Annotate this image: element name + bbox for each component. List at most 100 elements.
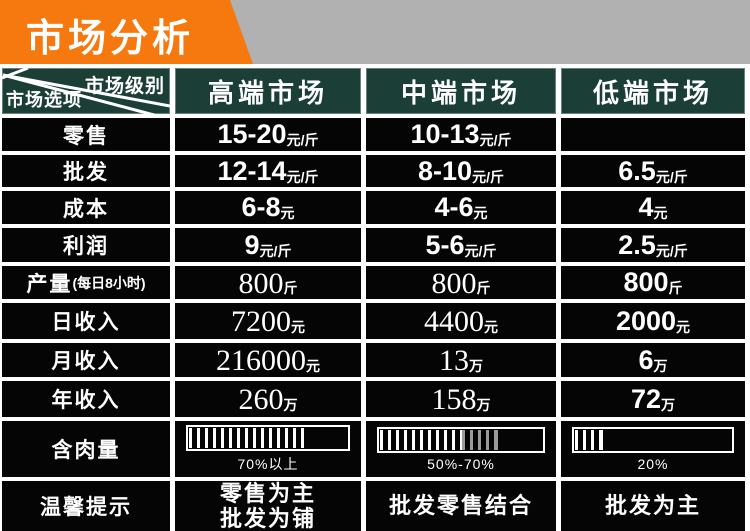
corner-label-top: 市场级别 xyxy=(84,76,165,97)
meat-bar-midend: 50%-70% xyxy=(366,421,556,477)
row-label-cost: 成本 xyxy=(2,191,170,224)
cell-value: 4400 xyxy=(424,305,484,338)
cell-value: 800 xyxy=(238,266,284,300)
meat-bar-lowend: 20% xyxy=(561,421,745,477)
cell-unit: 万 xyxy=(469,357,483,374)
cell-value: 6.5 xyxy=(618,155,656,186)
cell-monthly-income-midend: 13 万 xyxy=(366,343,556,377)
bar-label: 70%以上 xyxy=(237,455,299,472)
cell-output-highend: 800 斤 xyxy=(175,266,361,300)
cell-annual-income-midend: 158 万 xyxy=(366,381,556,417)
banner-orange-shape xyxy=(0,0,253,64)
progress-bar xyxy=(186,424,350,451)
cell-unit: 万 xyxy=(661,396,676,413)
row-label-tips: 温馨提示 xyxy=(2,481,170,531)
diagonal-divider xyxy=(2,68,170,114)
cell-unit: 元/斤 xyxy=(655,242,688,259)
cell-wholesale-midend: 8-10 元/斤 xyxy=(366,155,556,187)
cell-value: 7200 xyxy=(231,305,291,338)
column-header-midend: 中端市场 xyxy=(366,68,556,114)
row-label-text: 温馨提示 xyxy=(40,496,132,519)
tip-line: 零售为主 xyxy=(219,480,316,506)
cell-value: 10-13 xyxy=(410,119,480,150)
cell-tips-midend: 批发零售结合 xyxy=(366,481,556,531)
progress-bar xyxy=(377,426,545,453)
cell-value: 4 xyxy=(638,192,654,223)
bar-fill-white xyxy=(575,429,603,450)
cell-annual-income-lowend: 72 万 xyxy=(561,381,745,417)
cell-unit: 元/斤 xyxy=(259,242,292,259)
cell-unit: 万 xyxy=(653,357,668,374)
cell-unit: 元 xyxy=(291,318,305,335)
column-header-highend: 高端市场 xyxy=(175,68,361,114)
row-label-text: 成本 xyxy=(63,197,109,221)
cell-cost-midend: 4-6 元 xyxy=(366,191,556,224)
cell-unit: 元 xyxy=(653,205,668,221)
row-label-text: 日收入 xyxy=(51,311,121,334)
cell-unit: 元 xyxy=(473,205,488,221)
cell-value: 216000 xyxy=(216,344,306,377)
cell-value: 6-8 xyxy=(241,192,281,223)
row-label-text: 利润 xyxy=(63,235,109,258)
cell-unit: 元/斤 xyxy=(464,242,497,259)
cell-tips-highend: 零售为主 批发为铺 xyxy=(175,481,361,531)
progress-bar xyxy=(572,426,734,453)
cell-unit: 元/斤 xyxy=(286,132,319,148)
tip-line: 批发为铺 xyxy=(219,506,316,531)
cell-profit-midend: 5-6 元/斤 xyxy=(366,228,556,262)
row-label-suffix: (每日8小时) xyxy=(72,274,146,291)
cell-tips-lowend: 批发为主 xyxy=(561,481,745,531)
cell-daily-income-midend: 4400 元 xyxy=(366,303,556,339)
cell-retail-midend: 10-13 元/斤 xyxy=(366,118,556,151)
column-header-lowend: 低端市场 xyxy=(561,68,745,114)
cell-wholesale-highend: 12-14 元/斤 xyxy=(175,155,361,187)
row-label-text: 含肉量 xyxy=(51,439,121,462)
title-banner: 市场分析 xyxy=(0,0,750,64)
cell-unit: 元 xyxy=(280,205,295,221)
row-label-daily-income: 日收入 xyxy=(2,303,170,339)
cell-value: 2.5 xyxy=(618,229,656,260)
corner-header-cell: 市场级别 市场选项 xyxy=(2,68,170,114)
cell-profit-highend: 9 元/斤 xyxy=(175,228,361,262)
cell-output-lowend: 800 斤 xyxy=(561,266,745,299)
meat-bar-highend: 70%以上 xyxy=(175,421,361,477)
cell-value: 5-6 xyxy=(425,229,465,260)
cell-unit: 元 xyxy=(484,318,498,335)
row-label-wholesale: 批发 xyxy=(2,155,170,187)
cell-output-midend: 800 斤 xyxy=(366,266,556,300)
row-label-text: 批发 xyxy=(63,161,109,184)
cell-value: 800 xyxy=(431,266,477,300)
cell-daily-income-lowend: 2000 元 xyxy=(561,303,745,339)
cell-unit: 元/斤 xyxy=(286,168,319,185)
cell-cost-highend: 6-8 元 xyxy=(175,191,361,224)
cell-value: 158 xyxy=(431,383,477,416)
bar-label: 20% xyxy=(637,455,669,472)
market-analysis-table: 市场级别 市场选项 高端市场 中端市场 低端市场 零售 15-20 元/斤 10-… xyxy=(2,68,748,531)
cell-profit-lowend: 2.5 元/斤 xyxy=(561,228,745,262)
cell-unit: 斤 xyxy=(476,280,491,296)
cell-value: 2000 xyxy=(615,305,677,336)
row-label-retail: 零售 xyxy=(2,118,170,151)
cell-value: 6 xyxy=(638,344,654,375)
row-label-annual-income: 年收入 xyxy=(2,381,170,417)
cell-value: 8-10 xyxy=(418,155,473,186)
cell-value: 13 xyxy=(439,344,469,377)
cell-unit: 元/斤 xyxy=(655,168,688,185)
row-label-text: 产量 xyxy=(26,272,73,296)
cell-unit: 万 xyxy=(283,396,298,413)
cell-value: 9 xyxy=(244,229,260,260)
row-label-meat-content: 含肉量 xyxy=(2,421,170,477)
row-label-monthly-income: 月收入 xyxy=(2,343,170,377)
tip-line: 批发为主 xyxy=(604,493,701,519)
cell-unit: 元 xyxy=(306,357,320,374)
cell-value: 260 xyxy=(238,383,284,416)
cell-unit: 斤 xyxy=(668,280,683,296)
cell-value: 15-20 xyxy=(217,119,287,150)
row-label-profit: 利润 xyxy=(2,228,170,262)
row-label-output: 产量 (每日8小时) xyxy=(2,266,170,299)
cell-annual-income-highend: 260 万 xyxy=(175,381,361,417)
cell-unit: 万 xyxy=(476,396,491,413)
tip-line: 批发零售结合 xyxy=(388,493,533,519)
